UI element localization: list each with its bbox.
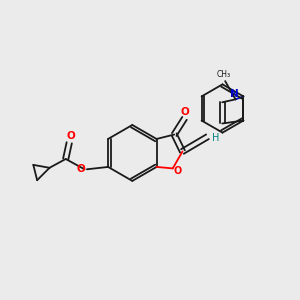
Text: O: O [180,107,189,117]
Text: O: O [174,166,182,176]
Text: CH₃: CH₃ [217,70,231,79]
Text: O: O [66,131,75,141]
Text: N: N [230,89,238,99]
Text: H: H [212,133,219,143]
Text: O: O [76,164,85,174]
